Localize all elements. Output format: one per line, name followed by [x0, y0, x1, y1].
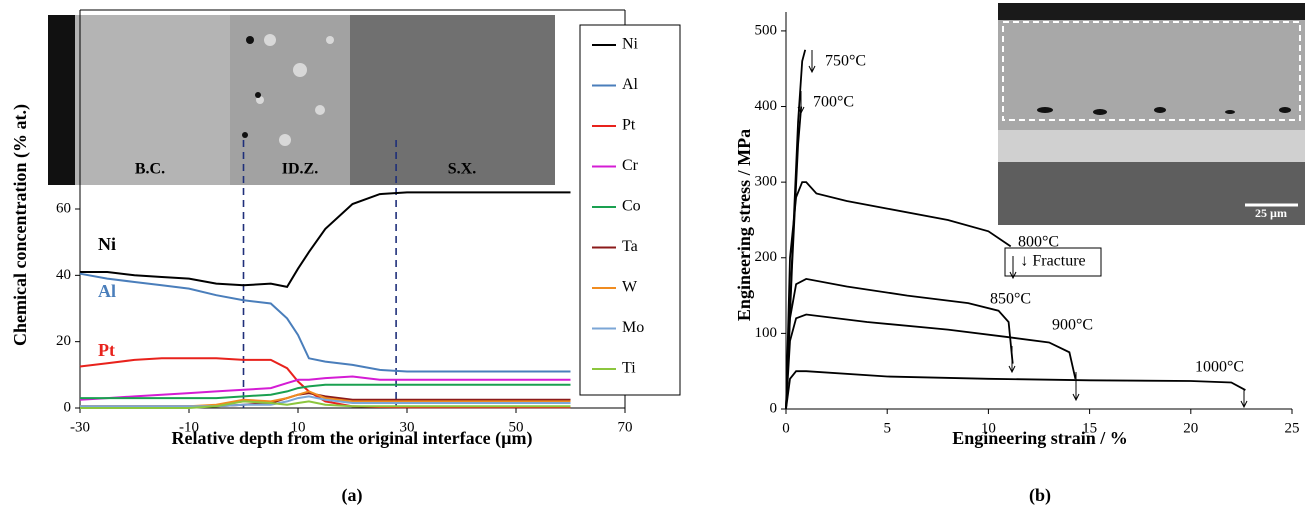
legend-label: Co [622, 198, 641, 215]
series-line [80, 191, 571, 289]
x-tick-label: 0 [782, 420, 790, 436]
temperature-label: 900°C [1052, 317, 1093, 334]
x-tick-label: 25 [1285, 420, 1300, 436]
fracture-arrowhead [1072, 393, 1080, 402]
temperature-label: 750°C [825, 53, 866, 70]
series-line [785, 181, 1012, 410]
fracture-arrowhead [1008, 365, 1016, 374]
series-line [80, 383, 571, 400]
scale-bar-label: 25 µm [1255, 206, 1287, 220]
chart: 0 20 40 60 -30 -10 10 30 50 70 Relative depth from… [10, 9, 681, 506]
chart: 0 100 200 300 400 500 0 5 10 15 20 25 Engineering st… [734, 12, 1300, 506]
series-line [80, 395, 571, 408]
series-line [80, 400, 571, 409]
y-tick-label: 200 [755, 249, 778, 265]
fracture-arrowhead [808, 65, 816, 74]
y-tick-label: 100 [755, 325, 778, 341]
series-line [79, 272, 571, 373]
inset-label: S.X. [448, 161, 476, 178]
x-axis-title: Engineering strain / % [952, 428, 1128, 448]
legend-label: Ta [622, 238, 638, 255]
y-tick-label: 0 [770, 400, 778, 416]
legend-label: Ti [622, 360, 636, 377]
x-tick-label: 5 [883, 420, 891, 436]
caption: (b) [1029, 485, 1051, 506]
inset-label: B.C. [135, 161, 165, 178]
x-tick-label: -10 [179, 419, 199, 435]
x-tick-label: -30 [70, 419, 90, 435]
micrograph-b: 25 µm [998, 3, 1305, 225]
fracture-arrowhead [1240, 400, 1248, 409]
x-tick-label: 10 [981, 420, 996, 436]
x-tick-label: 30 [400, 419, 415, 435]
series-annotation: Pt [98, 340, 115, 360]
series-line [785, 370, 1246, 410]
legend-label: Cr [622, 157, 639, 174]
legend-label: Mo [622, 319, 644, 336]
temperature-label: 1000°C [1195, 359, 1244, 376]
x-axis-title: Relative depth from the original interfa… [172, 428, 533, 449]
x-tick-label: 10 [291, 419, 306, 435]
legend-note: ↓ Fracture [1004, 247, 1102, 277]
temperature-label: 700°C [813, 94, 854, 111]
legend-label: Ni [622, 36, 639, 53]
series-line [785, 313, 1077, 410]
series-annotation: Ni [98, 234, 116, 254]
y-tick-label: 20 [56, 333, 71, 349]
x-tick-label: 70 [618, 419, 633, 435]
fracture-arrowhead [1009, 271, 1017, 280]
micrograph-a [48, 15, 555, 185]
fracture-arrowhead [797, 106, 805, 115]
y-tick-label: 0 [64, 399, 72, 415]
fracture-note: ↓ Fracture [1020, 253, 1085, 270]
caption: (a) [342, 485, 363, 506]
legend-box [579, 24, 681, 396]
temperature-label: 850°C [990, 291, 1031, 308]
legend-label: Al [622, 76, 639, 93]
x-tick-label: 20 [1183, 420, 1198, 436]
y-tick-label: 400 [755, 98, 778, 114]
series-line [785, 277, 1014, 410]
legend-label: Pt [622, 117, 636, 134]
y-tick-label: 500 [755, 22, 778, 38]
legend: Ni Al Pt Cr Co Ta W Mo Ti [579, 24, 681, 396]
legend-label: W [622, 279, 638, 296]
y-axis-title: Chemical concentration (% at.) [10, 104, 31, 346]
series-annotation: Al [98, 281, 116, 301]
y-tick-label: 60 [56, 200, 71, 216]
temperature-label: 800°C [1018, 234, 1059, 251]
y-tick-label: 40 [56, 267, 71, 283]
inset-label: ID.Z. [282, 161, 318, 178]
x-tick-label: 15 [1082, 420, 1097, 436]
y-tick-label: 300 [755, 174, 778, 190]
x-tick-label: 50 [509, 419, 524, 435]
series-line [79, 375, 571, 401]
y-axis-title: Engineering stress / MPa [734, 129, 754, 321]
